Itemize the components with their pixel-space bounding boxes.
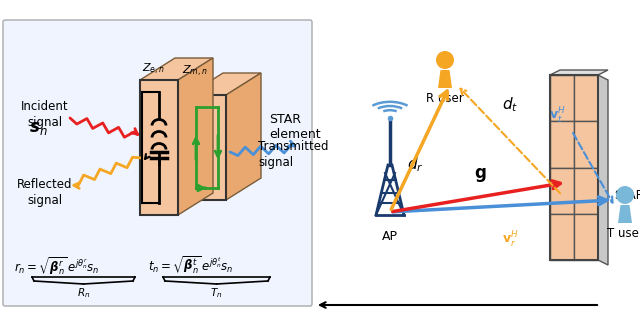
Text: $R_n$: $R_n$	[77, 286, 90, 300]
Bar	[550, 75, 598, 260]
Polygon shape	[140, 58, 213, 80]
Text: $d_r$: $d_r$	[406, 156, 423, 174]
Bar	[140, 80, 178, 215]
Text: Transmitted
signal: Transmitted signal	[258, 140, 328, 169]
Bar	[550, 168, 574, 214]
Bar	[574, 75, 598, 121]
Polygon shape	[550, 70, 608, 75]
Text: $d_t$: $d_t$	[502, 96, 518, 115]
Polygon shape	[178, 58, 213, 215]
Text: T user: T user	[607, 227, 640, 240]
Text: $T_n$: $T_n$	[211, 286, 223, 300]
Text: $\mathbf{v}_t^H$: $\mathbf{v}_t^H$	[549, 106, 566, 126]
Text: $\mathbf{g}$: $\mathbf{g}$	[474, 166, 486, 184]
Text: $\mathbf{v}_r^H$: $\mathbf{v}_r^H$	[502, 230, 518, 250]
Text: STAR-RIS: STAR-RIS	[614, 189, 640, 202]
Polygon shape	[188, 73, 261, 95]
Polygon shape	[438, 70, 452, 88]
Text: $\boldsymbol{s}_n$: $\boldsymbol{s}_n$	[29, 119, 47, 137]
Text: $r_n = \sqrt{\boldsymbol{\beta}_n^r}\,e^{j\theta_n^r} s_n$: $r_n = \sqrt{\boldsymbol{\beta}_n^r}\,e^…	[14, 255, 100, 277]
Text: Reflected
signal: Reflected signal	[17, 178, 73, 207]
FancyBboxPatch shape	[3, 20, 312, 306]
Text: $Z_{m,n}$: $Z_{m,n}$	[182, 64, 208, 79]
Text: R user: R user	[426, 92, 464, 105]
Bar	[188, 95, 226, 200]
Bar	[550, 75, 574, 121]
Bar	[550, 214, 574, 260]
Polygon shape	[618, 205, 632, 223]
Text: $Z_{e,n}$: $Z_{e,n}$	[142, 62, 165, 77]
Bar	[550, 121, 574, 168]
Polygon shape	[226, 73, 261, 200]
Text: $t_n = \sqrt{\boldsymbol{\beta}_n^t}\,e^{j\theta_n^t} s_n$: $t_n = \sqrt{\boldsymbol{\beta}_n^t}\,e^…	[148, 255, 234, 276]
Text: STAR
element: STAR element	[269, 113, 321, 141]
Text: Incident
signal: Incident signal	[21, 100, 69, 129]
Text: AP: AP	[382, 230, 398, 243]
Polygon shape	[598, 75, 608, 265]
Circle shape	[436, 51, 454, 69]
Bar	[574, 168, 598, 214]
Circle shape	[616, 186, 634, 204]
Bar	[574, 121, 598, 168]
Bar	[574, 214, 598, 260]
